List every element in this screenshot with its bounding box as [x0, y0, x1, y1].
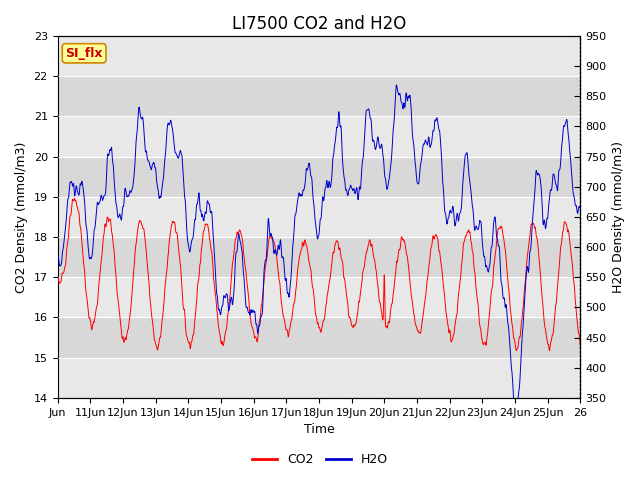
H2O: [562, 120, 570, 125]
Y-axis label: H2O Density (mmol/m3): H2O Density (mmol/m3): [612, 141, 625, 293]
Line: H2O: H2O: [58, 85, 580, 411]
Legend: CO2, H2O: CO2, H2O: [247, 448, 393, 471]
CO2: [70, 195, 78, 201]
CO2: [513, 348, 520, 353]
CO2: [562, 220, 570, 226]
CO2: [466, 229, 474, 235]
Text: SI_flx: SI_flx: [65, 47, 103, 60]
Bar: [58, 358, 580, 398]
H2O: [562, 120, 570, 126]
CO2: [81, 266, 88, 272]
Bar: [58, 277, 580, 317]
Bar: [58, 156, 580, 197]
Title: LI7500 CO2 and H2O: LI7500 CO2 and H2O: [232, 15, 406, 33]
X-axis label: Time: Time: [303, 423, 334, 436]
CO2: [577, 343, 584, 348]
H2O: [294, 195, 302, 201]
CO2: [54, 274, 61, 280]
H2O: [308, 176, 316, 181]
CO2: [294, 263, 302, 269]
Bar: [58, 197, 580, 237]
Y-axis label: CO2 Density (mmol/m3): CO2 Density (mmol/m3): [15, 141, 28, 293]
Bar: [58, 36, 580, 76]
CO2: [308, 281, 316, 287]
Bar: [58, 76, 580, 116]
H2O: [54, 255, 61, 261]
H2O: [81, 196, 88, 202]
Line: CO2: CO2: [58, 198, 580, 350]
H2O: [393, 82, 401, 88]
Bar: [58, 116, 580, 156]
CO2: [562, 220, 570, 226]
Bar: [58, 237, 580, 277]
H2O: [577, 202, 584, 208]
H2O: [466, 177, 474, 182]
H2O: [513, 408, 520, 414]
Bar: [58, 317, 580, 358]
